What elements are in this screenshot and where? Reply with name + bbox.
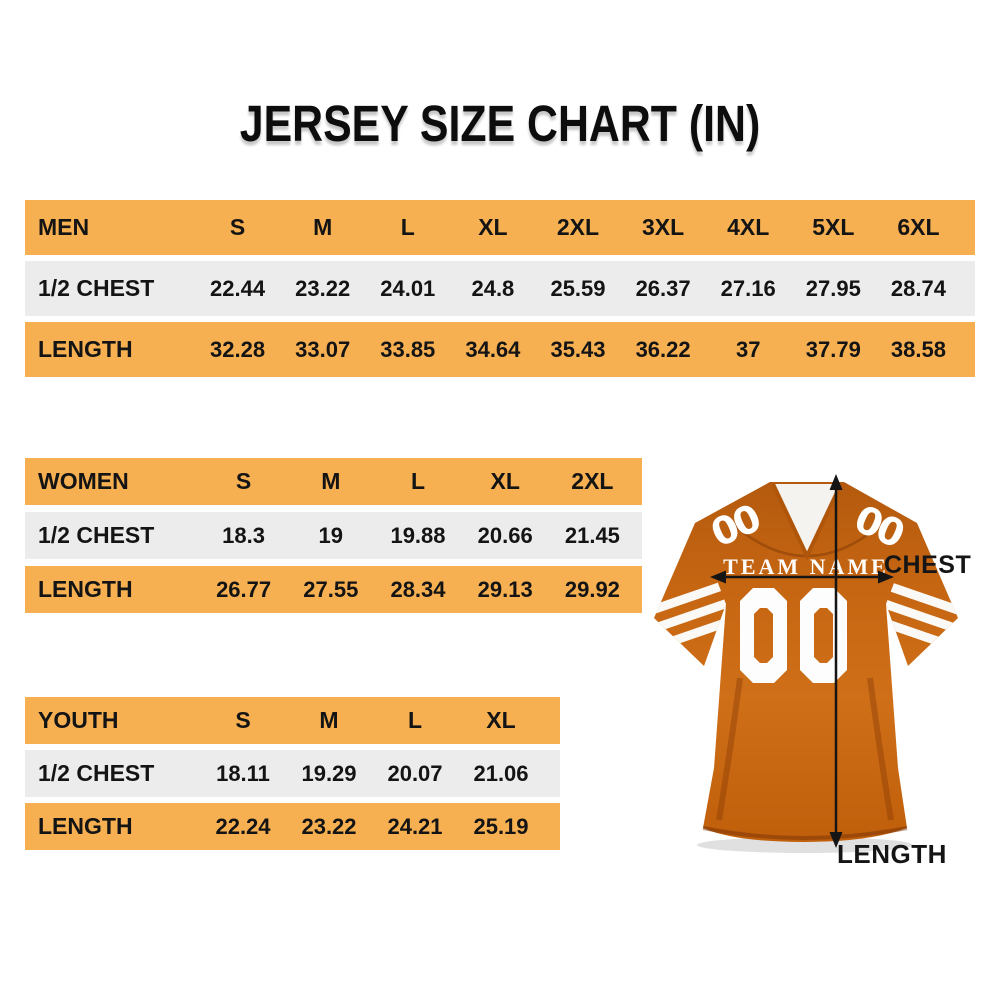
value-cell: 18.11 [216, 760, 270, 786]
jersey-illustration: 00 00 TEAM NAME [640, 468, 975, 873]
value-cell: 24.8 [471, 275, 515, 301]
table-header-row: YOUTH S M L XL [25, 697, 560, 744]
header-cell: XL [490, 468, 520, 494]
header-cell: M [319, 707, 339, 733]
value-cell: 27.16 [720, 275, 776, 301]
header-cell: L [407, 707, 423, 733]
chest-arrow [710, 570, 894, 584]
value-cell: 28.34 [390, 576, 446, 602]
row-label: 1/2 CHEST [38, 275, 155, 301]
value-cell: 27.55 [303, 576, 359, 602]
length-measurement-label: LENGTH [837, 839, 947, 869]
length-arrow [829, 474, 843, 848]
header-cell: 4XL [727, 214, 770, 240]
table-row: 1/2 CHEST 22.44 23.22 24.01 24.8 25.59 26.37 27… [25, 261, 975, 316]
value-cell: 36.22 [635, 336, 691, 362]
value-cell: 33.07 [295, 336, 351, 362]
value-cell: 23.22 [301, 813, 357, 839]
table-row: 1/2 CHEST 18.3 19 19.88 20.66 21.45 [25, 512, 642, 559]
women-size-table: WOMEN S M L XL 2XL 1/2 CHEST 18.3 19 19.88 20.66 21… [25, 458, 642, 620]
value-cell: 22.24 [215, 813, 271, 839]
header-cell: S [235, 707, 251, 733]
value-cell: 27.95 [805, 275, 861, 301]
value-cell: 18.3 [222, 522, 265, 548]
value-cell: 29.13 [477, 576, 533, 602]
header-cell: S [235, 468, 252, 494]
row-label: 1/2 CHEST [38, 522, 155, 548]
value-cell: 28.74 [890, 275, 946, 301]
header-cell: 5XL [812, 214, 855, 240]
value-cell: 24.21 [387, 813, 443, 839]
collar-trim [771, 483, 843, 561]
value-cell: 19 [318, 522, 344, 548]
header-cell: L [410, 468, 426, 494]
value-cell: 22.44 [210, 275, 266, 301]
value-cell: 34.64 [465, 336, 521, 362]
header-cell: XL [486, 707, 516, 733]
value-cell: 26.77 [216, 576, 272, 602]
value-cell: 19.29 [301, 760, 357, 786]
value-cell: 26.37 [635, 275, 691, 301]
header-cell: XL [478, 214, 508, 240]
table-row: 1/2 CHEST 18.11 19.29 20.07 21.06 [25, 750, 560, 797]
row-label: LENGTH [38, 576, 133, 602]
page-title: JERSEY SIZE CHART (IN) [239, 95, 761, 152]
table-row: LENGTH 26.77 27.55 28.34 29.13 29.92 [25, 566, 642, 613]
value-cell: 32.28 [210, 336, 266, 362]
row-label: LENGTH [38, 336, 133, 362]
value-cell: 19.88 [390, 522, 446, 548]
value-cell: 37 [735, 336, 761, 362]
value-cell: 29.92 [564, 576, 620, 602]
header-cell: M [321, 468, 341, 494]
header-cell: 3XL [642, 214, 685, 240]
value-cell: 24.01 [380, 275, 436, 301]
header-cell: L [400, 214, 415, 240]
header-cell: 2XL [556, 214, 600, 240]
row-label: LENGTH [38, 813, 133, 839]
value-cell: 21.06 [473, 760, 529, 786]
row-label: 1/2 CHEST [38, 760, 155, 786]
value-cell: 37.79 [805, 336, 861, 362]
men-size-table: MEN S M L XL 2XL 3XL 4XL 5XL 6XL 1/2 CHEST 22.44 23.… [25, 200, 975, 383]
table-row: LENGTH 32.28 33.07 33.85 34.64 35.43 36.22 37 37… [25, 322, 975, 377]
value-cell: 20.07 [387, 760, 443, 786]
value-cell: 35.43 [550, 336, 606, 362]
header-cell: M [313, 214, 333, 240]
header-cell: 2XL [571, 468, 614, 494]
value-cell: 20.66 [477, 522, 533, 548]
value-cell: 25.19 [473, 813, 529, 839]
header-cell: S [229, 214, 246, 240]
chest-measurement-label: CHEST [884, 551, 972, 579]
value-cell: 21.45 [564, 522, 620, 548]
header-cell: 6XL [897, 214, 940, 240]
value-cell: 23.22 [295, 275, 351, 301]
table-title-cell: WOMEN [38, 468, 129, 494]
table-header-row: MEN S M L XL 2XL 3XL 4XL 5XL 6XL [25, 200, 975, 255]
table-title-cell: YOUTH [38, 707, 119, 733]
table-title-cell: MEN [38, 214, 90, 240]
value-cell: 25.59 [550, 275, 606, 301]
table-header-row: WOMEN S M L XL 2XL [25, 458, 642, 505]
hem-line [702, 826, 908, 840]
collar-insert [773, 484, 841, 556]
table-row: LENGTH 22.24 23.22 24.21 25.19 [25, 803, 560, 850]
fold-left [716, 677, 743, 821]
jersey-shadow [697, 837, 913, 853]
team-name-text: TEAM NAME [723, 554, 889, 579]
value-cell: 38.58 [890, 336, 946, 362]
value-cell: 33.85 [380, 336, 436, 362]
youth-size-table: YOUTH S M L XL 1/2 CHEST 18.11 19.29 20.07 21.06 L… [25, 697, 560, 856]
fold-right [867, 677, 894, 821]
